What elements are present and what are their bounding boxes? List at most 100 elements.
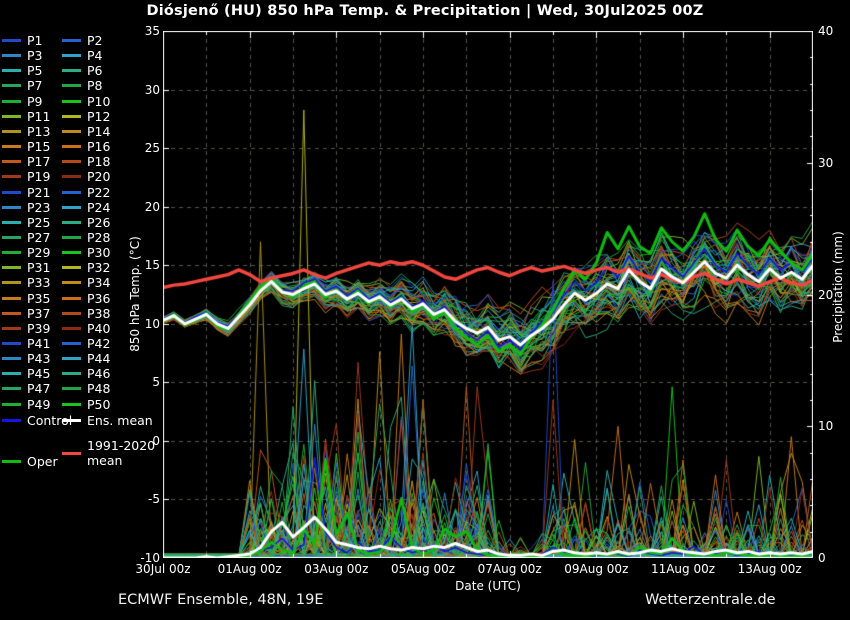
legend-item-p33: P33: [2, 274, 50, 290]
legend-item-p18: P18: [62, 153, 110, 169]
legend-swatch-climate-mean: [62, 451, 81, 455]
legend-item-p16: P16: [62, 138, 111, 155]
legend-label-p23: P23: [27, 199, 51, 215]
legend-swatch-p16: [62, 145, 81, 149]
legend-label-p35: P35: [27, 290, 51, 306]
legend-item-p46: P46: [62, 365, 110, 381]
legend-swatch-p17: [2, 160, 21, 164]
legend-label-p45: P45: [27, 366, 51, 382]
legend-label-p42: P42: [87, 336, 111, 351]
legend-swatch-p45: [2, 372, 21, 376]
legend-label-p44: P44: [87, 351, 111, 367]
legend-swatch-p19: [2, 175, 21, 179]
legend-label-oper: Oper: [27, 454, 58, 469]
legend-item-p48: P48: [62, 380, 111, 397]
legend-label-p16: P16: [87, 139, 111, 155]
tick-label-right-10: 10: [818, 419, 834, 434]
legend-label-p36: P36: [87, 290, 111, 306]
legend-label-p24: P24: [87, 199, 111, 215]
legend-swatch-p14: [62, 129, 81, 133]
legend-item-p2: P2: [62, 32, 103, 48]
left-axis-title: 850 hPa Temp. (°C): [128, 236, 142, 352]
tick-label-x-12: 11Aug 00z: [650, 562, 716, 576]
tick-label-x-8: 07Aug 00z: [477, 562, 542, 576]
legend-item-p36: P36: [62, 290, 111, 306]
tick-label-x-10: 09Aug 00z: [564, 562, 629, 576]
legend-swatch-p46: [62, 372, 81, 376]
legend-item-p8: P8: [62, 77, 103, 93]
legend-item-p24: P24: [62, 199, 111, 215]
tick-label-right-0: 0: [818, 551, 826, 565]
legend-swatch-p38: [62, 311, 81, 315]
legend-label-p38: P38: [87, 305, 111, 321]
legend-swatch-oper: [2, 460, 21, 463]
tick-label-left-30: 30: [144, 82, 160, 97]
legend-label-p5: P5: [27, 63, 43, 79]
legend-label-p34: P34: [87, 275, 111, 291]
legend-label-p40: P40: [87, 320, 111, 336]
legend-item-p14: P14: [62, 123, 110, 139]
legend-label-p43: P43: [27, 351, 51, 367]
legend-item-p17: P17: [2, 153, 50, 169]
legend-swatch-p31: [2, 266, 21, 270]
legend-label-p1: P1: [27, 33, 43, 48]
legend-swatch-p42: [62, 342, 81, 345]
legend-label-p9: P9: [27, 93, 43, 109]
legend-label-p19: P19: [27, 169, 51, 185]
legend-item-p37: P37: [2, 305, 50, 321]
legend-item-p10: P10: [62, 93, 110, 109]
legend-item-p45: P45: [2, 365, 51, 382]
legend-item-p34: P34: [62, 274, 111, 291]
tick-label-left-20: 20: [144, 199, 160, 214]
tick-label-left--10: -10: [140, 551, 160, 565]
tick-label-left--5: -5: [148, 492, 160, 507]
legend-item-p20: P20: [62, 168, 111, 185]
legend-item-p29: P29: [2, 244, 50, 260]
legend-label-p48: P48: [87, 381, 111, 397]
legend-swatch-p29: [2, 251, 21, 255]
legend-item-p9: P9: [2, 93, 43, 109]
legend-item-p31: P31: [2, 259, 50, 275]
legend-item-p1: P1: [2, 32, 43, 48]
legend-swatch-p11: [2, 114, 21, 118]
model-info-text: ECMWF Ensemble, 48N, 19E: [118, 592, 324, 608]
legend-swatch-p44: [62, 357, 81, 361]
legend-swatch-p9: [2, 99, 21, 103]
legend-label-p26: P26: [87, 214, 111, 230]
legend-swatch-p4: [62, 54, 81, 58]
legend-swatch-p22: [62, 190, 81, 194]
legend-label-p15: P15: [27, 139, 51, 155]
legend-swatch-p15: [2, 145, 21, 149]
legend-item-p21: P21: [2, 184, 50, 200]
legend-label-p41: P41: [27, 336, 51, 351]
legend-swatch-p13: [2, 129, 21, 133]
legend-swatch-p25: [2, 220, 21, 224]
site-credit-text: Wetterzentrale.de: [645, 592, 776, 608]
legend-item-p35: P35: [2, 290, 51, 306]
legend-swatch-p6: [62, 69, 81, 73]
legend-item-p4: P4: [62, 47, 103, 63]
legend-label-p27: P27: [27, 229, 51, 245]
tick-label-x-6: 05Aug 00z: [390, 562, 456, 576]
legend-label-p22: P22: [87, 184, 111, 200]
legend-label-p20: P20: [87, 169, 111, 185]
legend-item-p11: P11: [2, 108, 51, 124]
legend-swatch-p33: [2, 281, 21, 285]
legend-label-p25: P25: [27, 214, 51, 230]
legend-label-p50: P50: [87, 396, 111, 412]
legend-item-p7: P7: [2, 77, 43, 93]
legend-label-p11: P11: [27, 108, 51, 124]
legend-label-p32: P32: [87, 260, 111, 276]
legend-item-p15: P15: [2, 138, 51, 155]
legend-item-p30: P30: [62, 244, 110, 260]
legend-swatch-p5: [2, 69, 21, 73]
tick-label-right-20: 20: [818, 287, 834, 302]
legend-item-p50: P50: [62, 396, 111, 412]
legend-item-p5: P5: [2, 62, 43, 79]
legend-item-control: Control: [2, 412, 72, 428]
legend-swatch-p10: [62, 99, 81, 103]
legend-item-p27: P27: [2, 229, 51, 245]
tick-label-left-10: 10: [144, 316, 160, 331]
meteogram-canvas: [163, 31, 813, 558]
tick-label-right-40: 40: [818, 24, 834, 38]
